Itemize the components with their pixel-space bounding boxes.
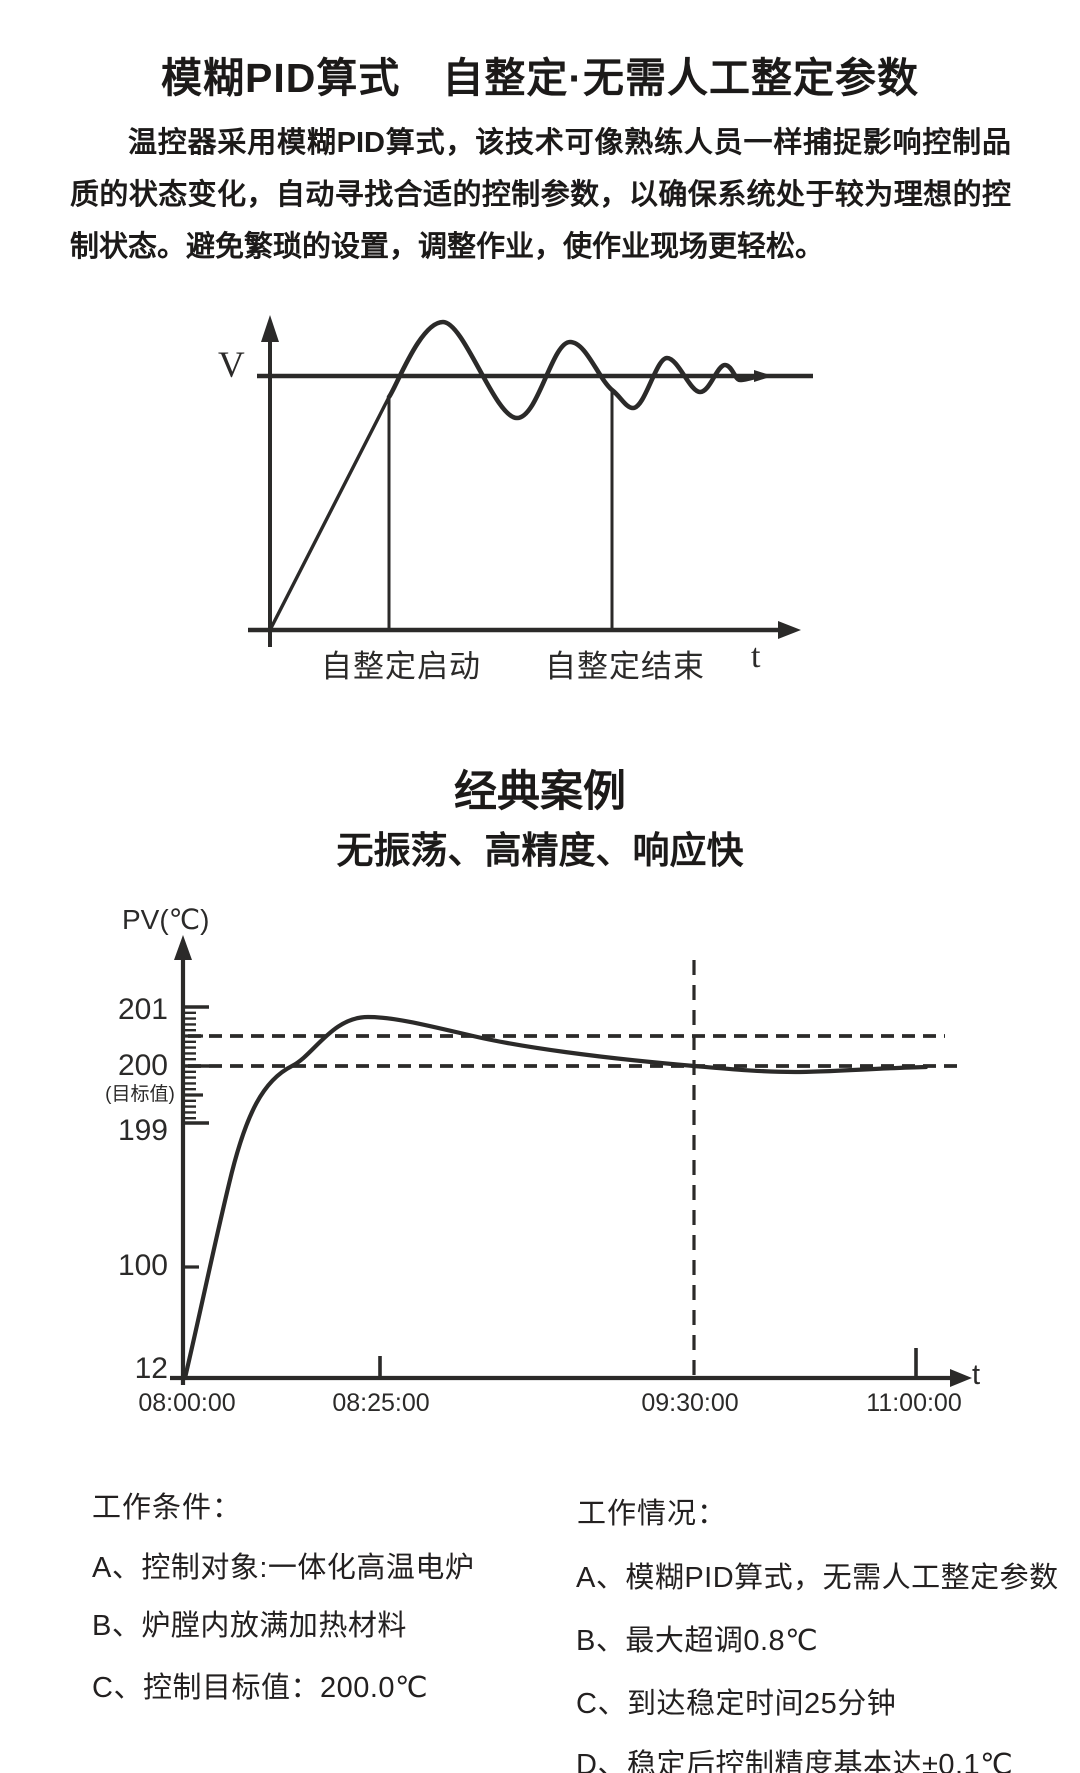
tuning-x-axis-label: t bbox=[751, 638, 761, 675]
pv-xtick-0800: 08:00:00 bbox=[138, 1389, 236, 1417]
tuning-end-label: 自整定结束 bbox=[545, 649, 705, 684]
results-item-d: D、稳定后控制精度基本达±0.1℃ bbox=[576, 1749, 1014, 1773]
pv-ytick-200: 200 bbox=[117, 1049, 168, 1082]
pv-y-axis-label: PV(℃) bbox=[122, 904, 210, 935]
conditions-item-b: B、炉膛内放满加热材料 bbox=[92, 1610, 407, 1642]
pv-ytick-12: 12 bbox=[134, 1352, 168, 1385]
tuning-y-arrow-icon bbox=[261, 315, 279, 342]
pv-x-ticks bbox=[378, 1348, 918, 1378]
intro-paragraph: 温控器采用模糊PID算式，该技术可像熟练人员一样捕捉影响控制品质的状态变化，自动… bbox=[70, 127, 1011, 263]
pv-curve bbox=[182, 1014, 929, 1381]
pv-xtick-1100: 11:00:00 bbox=[866, 1389, 962, 1417]
pv-y-arrow-icon bbox=[174, 935, 192, 960]
pv-x-arrow-icon bbox=[950, 1369, 972, 1387]
conditions-item-a: A、控制对象:一体化高温电炉 bbox=[92, 1552, 475, 1584]
case-heading: 经典案例 bbox=[454, 768, 626, 816]
pv-target-note: (目标值) bbox=[105, 1084, 175, 1105]
results-item-b: B、最大超调0.8℃ bbox=[576, 1625, 819, 1657]
pv-ytick-201: 201 bbox=[117, 993, 168, 1026]
conditions-heading: 工作条件： bbox=[92, 1492, 243, 1524]
results-heading: 工作情况： bbox=[577, 1498, 728, 1530]
tuning-curve bbox=[386, 319, 765, 421]
case-subheading: 无振荡、高精度、响应快 bbox=[336, 830, 744, 871]
pv-y-fine-ticks bbox=[183, 1011, 196, 1120]
results-item-c: C、到达稳定时间25分钟 bbox=[576, 1688, 897, 1720]
tuning-y-axis-label: V bbox=[218, 345, 245, 386]
conditions-item-c: C、控制目标值：200.0℃ bbox=[92, 1672, 429, 1704]
pv-ytick-199: 199 bbox=[117, 1114, 168, 1147]
pv-xtick-0825: 08:25:00 bbox=[332, 1389, 430, 1417]
tuning-x-arrow-icon bbox=[778, 621, 801, 639]
results-item-a: A、模糊PID算式，无需人工整定参数 bbox=[576, 1562, 1059, 1594]
page-title: 模糊PID算式 自整定·无需人工整定参数 bbox=[161, 55, 919, 101]
pv-ytick-100: 100 bbox=[117, 1249, 168, 1282]
pv-chart bbox=[170, 935, 972, 1387]
tuning-chart bbox=[248, 315, 813, 647]
tuning-curve-end-arrow-icon bbox=[754, 370, 773, 382]
pv-x-axis-label: t bbox=[972, 1359, 981, 1391]
tuning-start-label: 自整定启动 bbox=[321, 649, 481, 684]
pv-xtick-0930: 09:30:00 bbox=[641, 1389, 739, 1417]
tuning-ramp bbox=[268, 396, 391, 631]
